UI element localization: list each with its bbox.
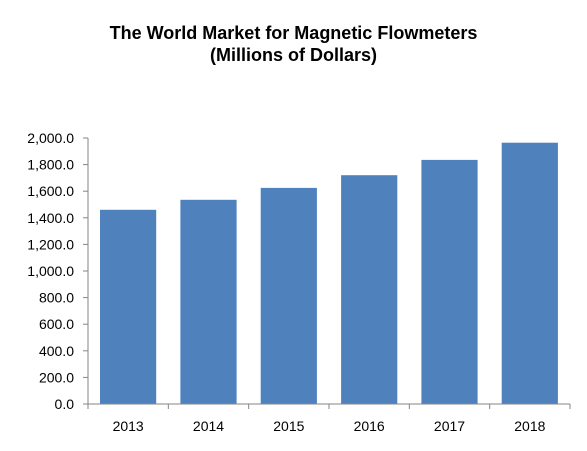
x-tick-label: 2015 xyxy=(273,418,304,434)
bar-2018 xyxy=(501,142,558,404)
y-tick-label: 1,800.0 xyxy=(27,157,74,173)
y-tick-label: 600.0 xyxy=(39,316,74,332)
bar-2015 xyxy=(260,187,317,404)
y-tick-label: 1,600.0 xyxy=(27,183,74,199)
bar-2016 xyxy=(341,175,398,404)
y-tick-label: 800.0 xyxy=(39,290,74,306)
y-tick-label: 2,000.0 xyxy=(27,130,74,146)
x-tick-label: 2016 xyxy=(354,418,385,434)
y-tick-label: 1,000.0 xyxy=(27,263,74,279)
x-tick-label: 2017 xyxy=(434,418,465,434)
y-tick-label: 400.0 xyxy=(39,343,74,359)
bars-group xyxy=(100,142,558,404)
chart-title: The World Market for Magnetic Flowmeters… xyxy=(0,22,587,66)
y-tick-label: 0.0 xyxy=(55,396,75,412)
y-tick-label: 200.0 xyxy=(39,369,74,385)
y-tick-label: 1,400.0 xyxy=(27,210,74,226)
bar-2017 xyxy=(421,159,478,404)
bar-2014 xyxy=(180,199,237,404)
x-axis-ticks: 2013 2014 2015 2016 2017 2018 xyxy=(87,404,571,434)
x-tick-label: 2013 xyxy=(113,418,144,434)
axes-group xyxy=(87,138,570,405)
x-tick-label: 2018 xyxy=(514,418,545,434)
bar-2013 xyxy=(100,209,157,404)
y-tick-label: 1,200.0 xyxy=(27,236,74,252)
x-tick-label: 2014 xyxy=(193,418,224,434)
y-axis-ticks: 0.0 200.0 400.0 600.0 800.0 1,000.0 1,200.0 1,4… xyxy=(27,130,88,412)
chart-title-line-2: (Millions of Dollars) xyxy=(209,45,377,65)
chart-title-line-1: The World Market for Magnetic Flowmeters xyxy=(109,23,478,43)
